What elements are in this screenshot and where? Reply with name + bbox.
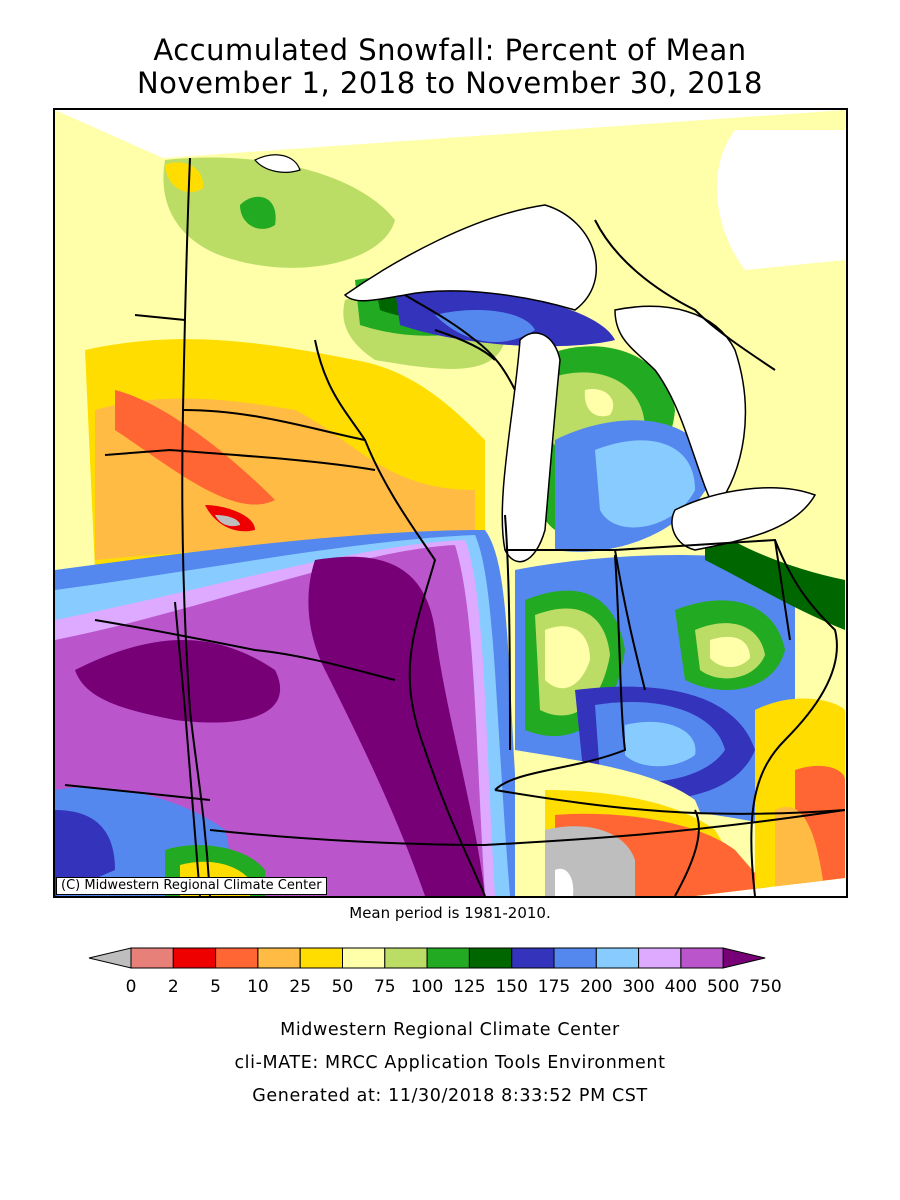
mean-period-note: Mean period is 1981-2010.	[349, 904, 551, 922]
legend-label-125: 125	[453, 977, 485, 997]
legend-swatch-175	[511, 947, 555, 969]
great-lakes	[254, 130, 845, 563]
legend-swatch-750	[722, 947, 766, 969]
legend-swatch-5	[172, 947, 217, 969]
legend-swatch-150	[468, 947, 513, 969]
legend-label-75: 75	[374, 977, 396, 997]
legend-swatch-0	[88, 947, 132, 969]
snowfall-map: (C) Midwestern Regional Climate Center	[53, 108, 848, 898]
legend-label-0: 0	[126, 977, 137, 997]
legend-swatch-200	[553, 947, 597, 969]
legend-label-200: 200	[580, 977, 612, 997]
footer-generated-time: Generated at: 11/30/2018 8:33:52 PM CST	[252, 1086, 648, 1106]
legend-swatch-50	[299, 947, 343, 969]
color-legend: 0 2 5 10 25 50 75 100 125 150 175 200 300 400 500 750	[88, 947, 782, 997]
legend-label-25: 25	[289, 977, 311, 997]
legend-label-500: 500	[707, 977, 739, 997]
copyright-label: (C) Midwestern Regional Climate Center	[56, 877, 327, 895]
legend-label-175: 175	[538, 977, 570, 997]
legend-label-750: 750	[749, 977, 781, 997]
legend-swatch-10	[215, 947, 259, 969]
legend-swatch-75	[342, 947, 386, 969]
legend-label-10: 10	[247, 977, 269, 997]
legend-label-5: 5	[210, 977, 221, 997]
legend-swatch-125	[426, 947, 470, 969]
legend-swatch-100	[384, 947, 428, 969]
legend-swatch-2	[130, 947, 174, 969]
legend-swatch-25	[257, 947, 301, 969]
map-title-line1: Accumulated Snowfall: Percent of Mean	[153, 33, 747, 67]
legend-label-2: 2	[168, 977, 179, 997]
legend-swatch-500	[680, 947, 724, 969]
snowfall-map-canvas	[55, 110, 846, 896]
legend-label-100: 100	[411, 977, 443, 997]
legend-label-50: 50	[332, 977, 354, 997]
footer-tool-name: cli-MATE: MRCC Application Tools Environ…	[234, 1053, 666, 1073]
legend-swatch-400	[638, 947, 682, 969]
footer-organization: Midwestern Regional Climate Center	[280, 1020, 620, 1040]
state-boundaries	[64, 157, 846, 896]
legend-swatch-300	[595, 947, 640, 969]
map-title-line2: November 1, 2018 to November 30, 2018	[136, 66, 764, 100]
legend-label-400: 400	[665, 977, 697, 997]
legend-label-150: 150	[495, 977, 527, 997]
legend-label-300: 300	[622, 977, 654, 997]
